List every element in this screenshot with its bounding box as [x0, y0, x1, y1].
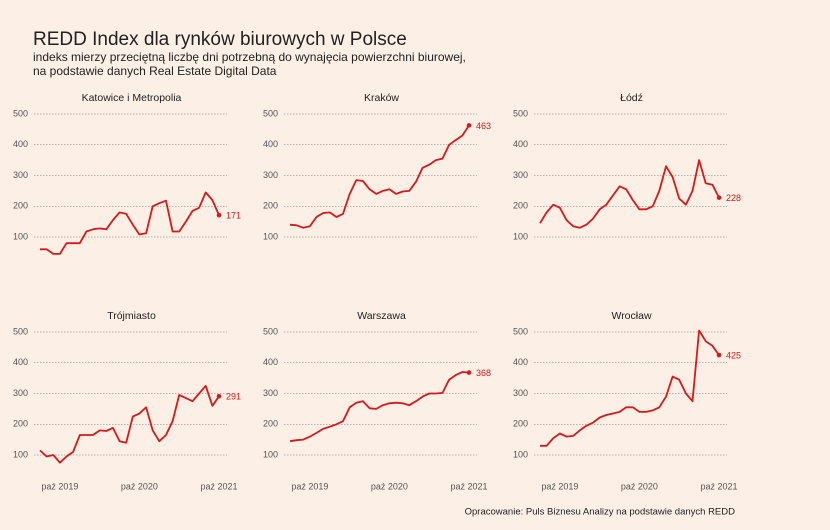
x-tick-label: paź 2019 [291, 481, 328, 491]
y-tick-label: 500 [263, 108, 278, 118]
panel-title: Łódź [620, 92, 643, 104]
end-point [716, 195, 722, 200]
x-tick-label: paź 2019 [41, 481, 78, 491]
end-point [466, 370, 472, 375]
x-tick-label: paź 2021 [200, 481, 237, 491]
panel-title: Kraków [364, 92, 399, 104]
y-tick-label: 500 [13, 326, 28, 336]
y-tick-label: 100 [263, 231, 278, 241]
end-label: 291 [226, 392, 241, 402]
y-tick-label: 500 [263, 326, 278, 336]
y-tick-label: 300 [13, 170, 28, 180]
y-tick-label: 400 [513, 357, 528, 367]
y-tick-label: 400 [263, 357, 278, 367]
y-tick-label: 200 [263, 201, 278, 211]
end-point [216, 212, 222, 218]
end-label: 368 [476, 368, 491, 378]
end-label: 228 [726, 193, 741, 203]
x-tick-label: paź 2020 [121, 481, 158, 491]
y-tick-label: 100 [513, 231, 528, 241]
panel-title: Warszawa [357, 310, 406, 322]
y-tick-label: 100 [263, 449, 278, 459]
y-tick-label: 500 [513, 108, 528, 118]
y-tick-label: 300 [513, 170, 528, 180]
end-point [216, 393, 222, 399]
end-point [466, 123, 472, 128]
y-tick-label: 300 [263, 388, 278, 398]
y-tick-label: 200 [13, 419, 28, 429]
y-tick-label: 200 [513, 419, 528, 429]
y-tick-label: 400 [263, 139, 278, 149]
x-tick-label: paź 2019 [541, 481, 578, 491]
x-tick-label: paź 2020 [621, 481, 658, 491]
x-tick-label: paź 2021 [450, 481, 487, 491]
y-tick-label: 400 [13, 357, 28, 367]
y-tick-label: 500 [13, 108, 28, 118]
panel-title: Trójmiasto [107, 310, 156, 322]
line [539, 159, 720, 229]
caption: Opracowanie: Puls Biznesu Analizy na pod… [465, 507, 736, 518]
subtitle: indeks mierzy przeciętną liczbę dni potr… [33, 50, 466, 64]
y-tick-label: 300 [13, 388, 28, 398]
y-tick-label: 400 [513, 139, 528, 149]
chart-title: REDD Index dla rynków biurowych w Polsce [33, 29, 407, 50]
line [289, 371, 470, 443]
y-tick-label: 200 [13, 201, 28, 211]
x-tick-label: paź 2020 [371, 481, 408, 491]
end-point [716, 352, 722, 358]
line [39, 384, 220, 464]
panel-title: Katowice i Metropolia [82, 92, 182, 104]
line [289, 124, 470, 229]
end-label: 425 [726, 350, 741, 360]
x-tick-label: paź 2021 [700, 481, 737, 491]
y-tick-label: 100 [13, 231, 28, 241]
y-tick-label: 200 [263, 419, 278, 429]
subtitle: na podstawie danych Real Estate Digital … [33, 64, 277, 78]
y-tick-label: 200 [513, 201, 528, 211]
y-tick-label: 400 [13, 139, 28, 149]
line [40, 191, 220, 255]
panel-title: Wrocław [611, 310, 651, 322]
end-label: 463 [476, 121, 491, 131]
y-tick-label: 100 [513, 449, 528, 459]
y-tick-label: 100 [13, 449, 28, 459]
line [540, 329, 720, 447]
y-tick-label: 300 [263, 170, 278, 180]
end-label: 171 [226, 211, 241, 221]
y-tick-label: 300 [513, 388, 528, 398]
y-tick-label: 500 [513, 326, 528, 336]
